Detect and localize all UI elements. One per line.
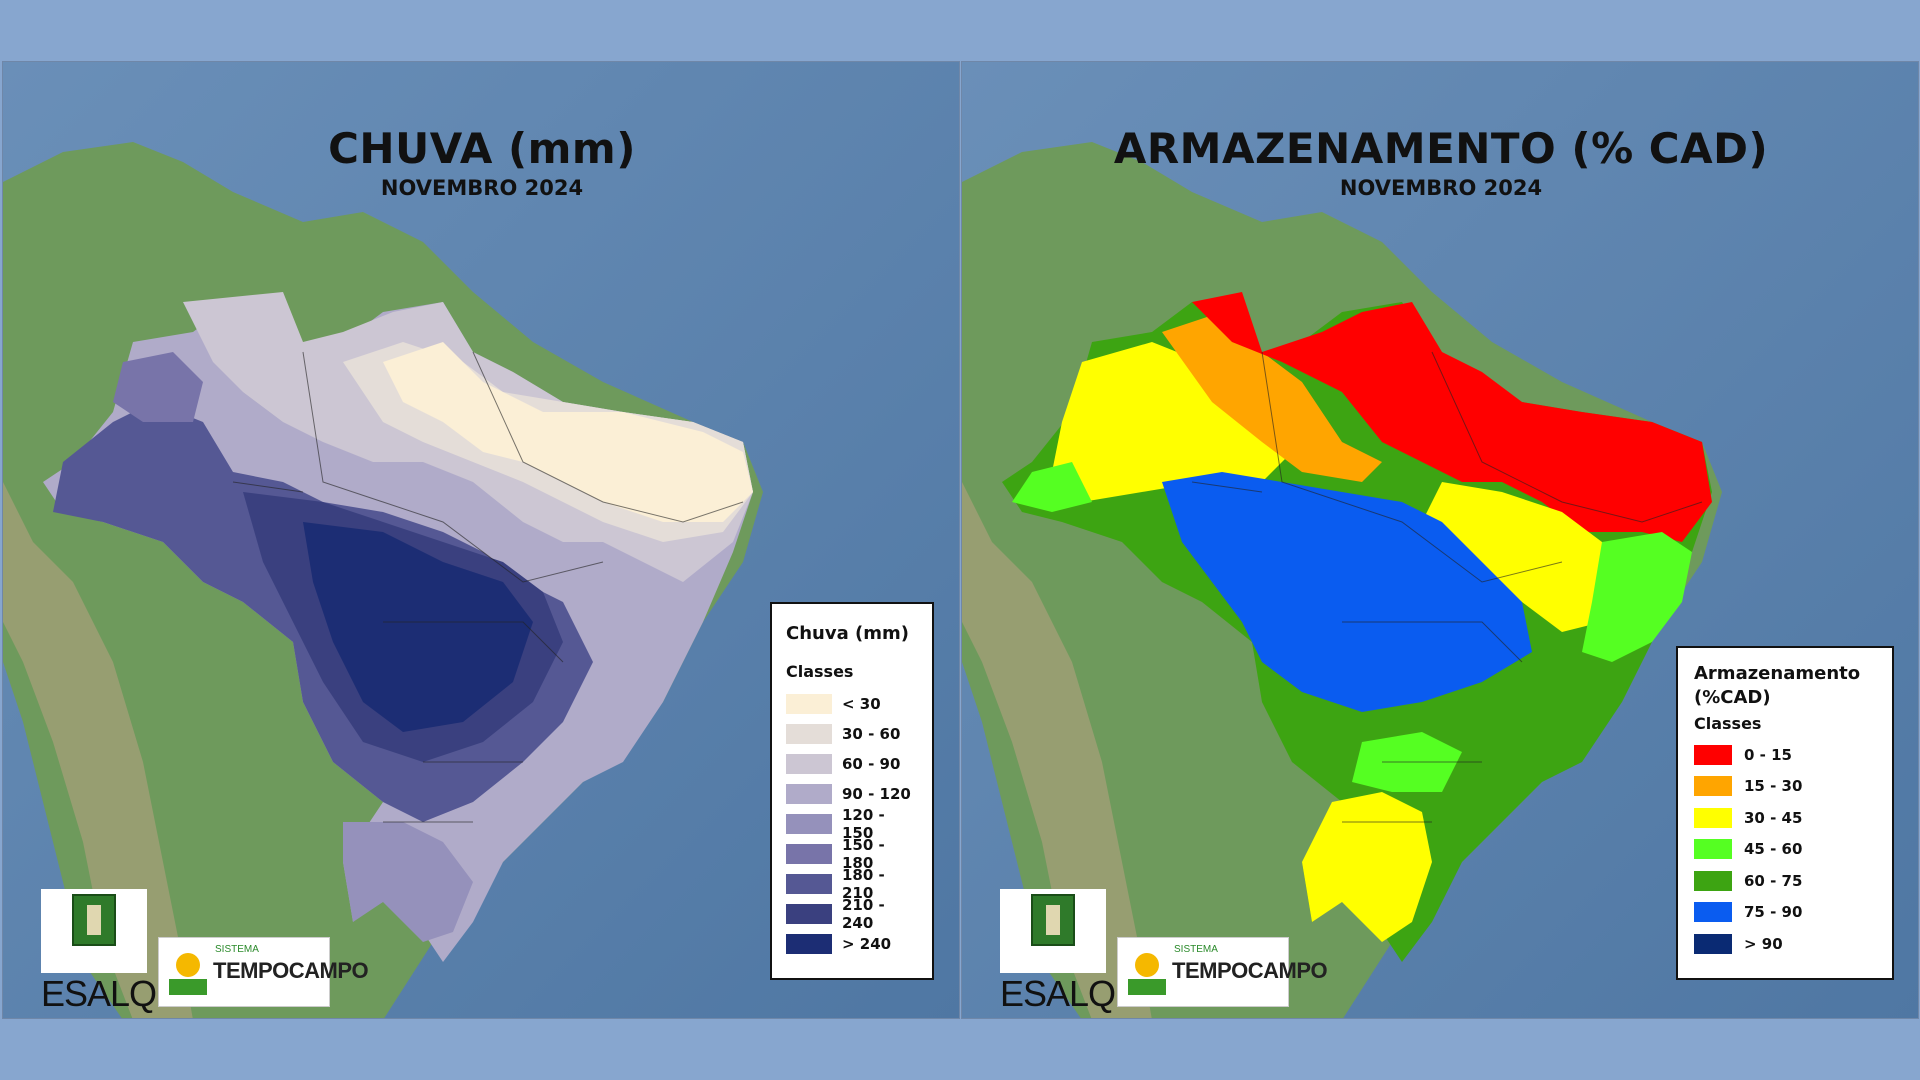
- legend-label: > 90: [1744, 934, 1783, 953]
- storage-map-title: ARMAZENAMENTO (% CAD): [1113, 124, 1769, 173]
- legend-label: 75 - 90: [1744, 903, 1803, 922]
- legend-row: 60 - 90: [786, 749, 918, 779]
- legend-row: 120 - 150: [786, 806, 918, 842]
- legend-swatch: [1694, 744, 1732, 765]
- legend-swatch: [1694, 776, 1732, 797]
- rain-data-layer: [43, 292, 753, 962]
- rain-legend-rows: < 30 30 - 60 60 - 90 90 - 120 120 - 150 150 -…: [786, 689, 918, 959]
- legend-swatch: [1694, 902, 1732, 923]
- tempocampo-sun-icon: [1128, 953, 1166, 995]
- rain-map-background: [3, 62, 959, 1018]
- legend-row: 15 - 30: [1694, 771, 1876, 803]
- legend-row: > 90: [1694, 928, 1876, 960]
- legend-swatch: [1694, 839, 1732, 860]
- tempocampo-sun-icon: [169, 953, 207, 995]
- legend-label: 60 - 90: [842, 755, 901, 773]
- storage-legend-rows: 0 - 15 15 - 30 30 - 45 45 - 60 60 - 75 75 - 9…: [1694, 739, 1876, 960]
- legend-row: 150 - 180: [786, 836, 918, 872]
- legend-swatch: [786, 904, 832, 924]
- sistema-label: SISTEMA: [215, 944, 259, 955]
- storage-legend: Armazenamento (%CAD) Classes 0 - 15 15 - …: [1676, 646, 1894, 980]
- legend-row: 45 - 60: [1694, 834, 1876, 866]
- legend-row: > 240: [786, 929, 918, 959]
- legend-row: 180 - 210: [786, 866, 918, 902]
- legend-label: 210 - 240: [842, 896, 885, 932]
- legend-row: 0 - 15: [1694, 739, 1876, 771]
- legend-label: 30 - 60: [842, 725, 901, 743]
- tempocampo-logo: SISTEMA TEMPOCAMPO: [158, 937, 369, 1007]
- legend-label: 150 - 180: [842, 836, 885, 872]
- esalq-wordmark: ESALQ: [41, 973, 157, 1014]
- rain-map-panel: CHUVA (mm) NOVEMBRO 2024 Chuva (mm) Clas…: [2, 61, 960, 1019]
- legend-label: < 30: [842, 695, 881, 713]
- legend-label: 180 - 210: [842, 866, 885, 902]
- storage-map-subtitle: NOVEMBRO 2024: [1339, 176, 1543, 200]
- esalq-wordmark: ESALQ: [1000, 973, 1116, 1014]
- esalq-shield: [41, 889, 147, 973]
- rain-legend: Chuva (mm) Classes < 30 30 - 60 60 - 90 90 …: [770, 602, 934, 980]
- legend-label: 120 - 150: [842, 806, 885, 842]
- legend-label: > 240: [842, 935, 892, 953]
- state-borders: [232, 351, 744, 823]
- tempocampo-wordmark: TEMPOCAMPO: [213, 958, 369, 983]
- legend-swatch: [786, 784, 832, 804]
- legend-label: 0 - 15: [1744, 745, 1792, 764]
- esalq-shield: [1000, 889, 1106, 973]
- legend-row: 90 - 120: [786, 779, 918, 809]
- storage-legend-title: Armazenamento (%CAD): [1694, 663, 1861, 708]
- legend-row: 30 - 60: [786, 719, 918, 749]
- legend-label: 90 - 120: [842, 785, 911, 803]
- storage-map-panel: ARMAZENAMENTO (% CAD) NOVEMBRO 2024 Arma…: [961, 61, 1919, 1019]
- state-borders: [1191, 351, 1703, 823]
- legend-label: 30 - 45: [1744, 808, 1803, 827]
- legend-row: 60 - 75: [1694, 865, 1876, 897]
- sistema-label: SISTEMA: [1174, 944, 1218, 955]
- rain-legend-subtitle: Classes: [786, 662, 854, 681]
- legend-row: 210 - 240: [786, 896, 918, 932]
- legend-swatch: [1694, 870, 1732, 891]
- legend-swatch: [1694, 807, 1732, 828]
- rain-map-title: CHUVA (mm): [328, 124, 636, 173]
- legend-swatch: [1694, 933, 1732, 954]
- legend-label: 60 - 75: [1744, 871, 1803, 890]
- storage-legend-subtitle: Classes: [1694, 714, 1762, 733]
- andes-region: [3, 482, 193, 1018]
- legend-row: 75 - 90: [1694, 897, 1876, 929]
- legend-label: 45 - 60: [1744, 840, 1803, 859]
- tempocampo-logo: SISTEMA TEMPOCAMPO: [1117, 937, 1328, 1007]
- legend-swatch: [786, 874, 832, 894]
- legend-swatch: [786, 694, 832, 714]
- storage-data-layer: [1002, 292, 1712, 962]
- tempocampo-wordmark: TEMPOCAMPO: [1172, 958, 1328, 983]
- legend-row: 30 - 45: [1694, 802, 1876, 834]
- legend-label: 15 - 30: [1744, 777, 1803, 796]
- rain-legend-title: Chuva (mm): [786, 623, 909, 644]
- legend-row: < 30: [786, 689, 918, 719]
- rain-map-subtitle: NOVEMBRO 2024: [380, 176, 584, 200]
- legend-swatch: [786, 814, 832, 834]
- legend-swatch: [786, 844, 832, 864]
- esalq-logo: ESALQ: [1000, 889, 1116, 1014]
- legend-swatch: [786, 934, 832, 954]
- legend-swatch: [786, 754, 832, 774]
- legend-swatch: [786, 724, 832, 744]
- esalq-logo: ESALQ: [41, 889, 157, 1014]
- andes-region: [962, 482, 1152, 1018]
